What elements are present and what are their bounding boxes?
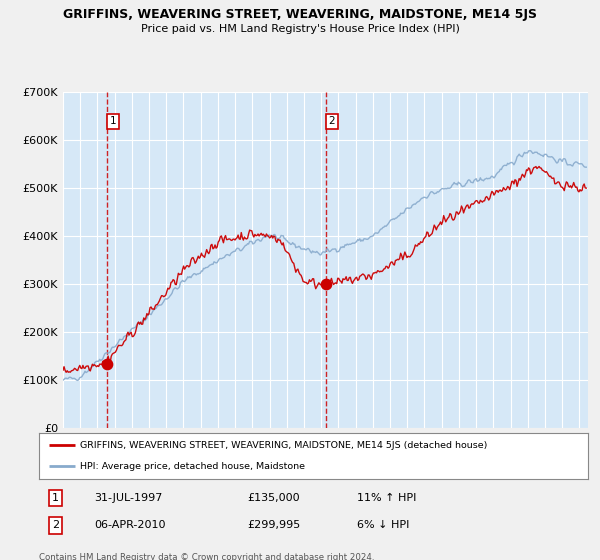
Point	[103, 359, 112, 368]
Text: Price paid vs. HM Land Registry's House Price Index (HPI): Price paid vs. HM Land Registry's House …	[140, 24, 460, 34]
Text: GRIFFINS, WEAVERING STREET, WEAVERING, MAIDSTONE, ME14 5JS: GRIFFINS, WEAVERING STREET, WEAVERING, M…	[63, 8, 537, 21]
Text: 1: 1	[52, 493, 59, 503]
Text: 1: 1	[110, 116, 116, 126]
Text: 11% ↑ HPI: 11% ↑ HPI	[358, 493, 417, 503]
Text: HPI: Average price, detached house, Maidstone: HPI: Average price, detached house, Maid…	[80, 462, 305, 471]
Point	[321, 280, 331, 289]
Text: 6% ↓ HPI: 6% ↓ HPI	[358, 520, 410, 530]
Text: 2: 2	[52, 520, 59, 530]
Text: 31-JUL-1997: 31-JUL-1997	[94, 493, 162, 503]
Text: GRIFFINS, WEAVERING STREET, WEAVERING, MAIDSTONE, ME14 5JS (detached house): GRIFFINS, WEAVERING STREET, WEAVERING, M…	[80, 441, 488, 450]
Text: Contains HM Land Registry data © Crown copyright and database right 2024.
This d: Contains HM Land Registry data © Crown c…	[39, 553, 374, 560]
Text: £135,000: £135,000	[248, 493, 300, 503]
Text: 2: 2	[328, 116, 335, 126]
Text: 06-APR-2010: 06-APR-2010	[94, 520, 166, 530]
Text: £299,995: £299,995	[248, 520, 301, 530]
